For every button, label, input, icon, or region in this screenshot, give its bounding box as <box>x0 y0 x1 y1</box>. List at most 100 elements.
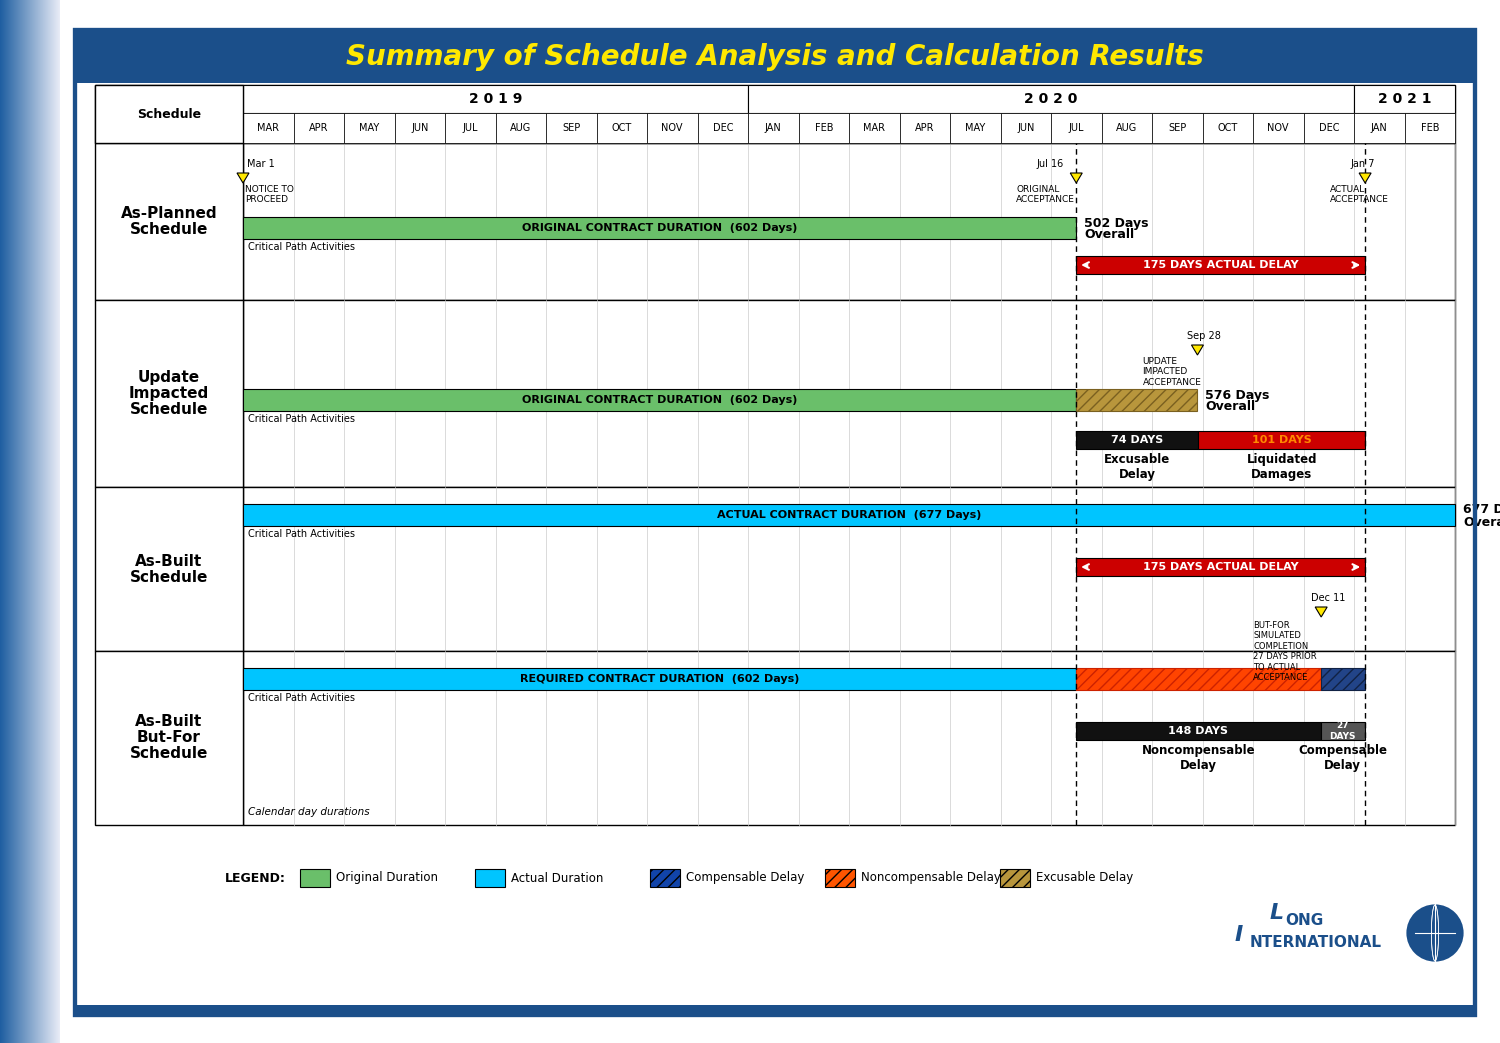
Text: Excusable Delay: Excusable Delay <box>1036 872 1134 884</box>
Text: JAN: JAN <box>765 123 782 134</box>
Text: JAN: JAN <box>1371 123 1388 134</box>
Bar <box>394 113 445 143</box>
Bar <box>243 389 1077 411</box>
Text: 502 Days: 502 Days <box>1084 217 1149 229</box>
Text: BUT-FOR
SIMULATED
COMPLETION
27 DAYS PRIOR
TO ACTUAL
ACCEPTANCE: BUT-FOR SIMULATED COMPLETION 27 DAYS PRI… <box>1252 621 1317 682</box>
Text: Critical Path Activities: Critical Path Activities <box>248 414 356 425</box>
Text: NTERNATIONAL: NTERNATIONAL <box>1250 935 1382 950</box>
Text: 576 Days: 576 Days <box>1206 388 1270 402</box>
Text: Noncompensable Delay: Noncompensable Delay <box>861 872 1000 884</box>
Bar <box>243 217 1077 239</box>
Text: JUL: JUL <box>462 123 478 134</box>
Text: 27
DAYS: 27 DAYS <box>1329 722 1356 741</box>
Bar <box>1304 113 1354 143</box>
Text: OCT: OCT <box>1218 123 1237 134</box>
Bar <box>243 143 1455 300</box>
Bar <box>294 113 344 143</box>
Text: ORIGINAL CONTRACT DURATION  (602 Days): ORIGINAL CONTRACT DURATION (602 Days) <box>522 395 798 405</box>
Text: Critical Path Activities: Critical Path Activities <box>248 529 356 539</box>
Bar <box>698 113 748 143</box>
Text: FEB: FEB <box>1420 123 1438 134</box>
Bar <box>1322 668 1365 690</box>
Text: MAR: MAR <box>258 123 279 134</box>
Bar <box>243 504 1455 526</box>
Bar <box>1354 84 1455 113</box>
Text: Compensable
Delay: Compensable Delay <box>1299 744 1388 772</box>
Bar <box>94 84 243 143</box>
Text: NOV: NOV <box>662 123 682 134</box>
Text: DEC: DEC <box>712 123 734 134</box>
Bar <box>243 300 1455 487</box>
Text: DEC: DEC <box>1318 123 1340 134</box>
Text: Original Duration: Original Duration <box>336 872 438 884</box>
Bar <box>1077 256 1365 274</box>
Text: Liquidated
Damages: Liquidated Damages <box>1246 453 1317 481</box>
Bar <box>1077 558 1365 576</box>
Text: As-Planned: As-Planned <box>120 207 218 221</box>
Text: ORIGINAL
ACCEPTANCE: ORIGINAL ACCEPTANCE <box>1017 185 1076 204</box>
Text: ONG: ONG <box>1286 913 1323 928</box>
Polygon shape <box>237 173 249 183</box>
Text: Critical Path Activities: Critical Path Activities <box>248 242 356 252</box>
Text: UPDATE
IMPACTED
ACCEPTANCE: UPDATE IMPACTED ACCEPTANCE <box>1143 357 1202 387</box>
Text: Noncompensable
Delay: Noncompensable Delay <box>1142 744 1256 772</box>
Bar <box>75 30 1474 83</box>
Bar <box>476 869 506 887</box>
Text: Jul 16: Jul 16 <box>1036 159 1064 169</box>
Bar <box>94 300 243 487</box>
Polygon shape <box>1316 607 1328 617</box>
Text: REQUIRED CONTRACT DURATION  (602 Days): REQUIRED CONTRACT DURATION (602 Days) <box>520 674 800 684</box>
Bar <box>900 113 950 143</box>
Text: FEB: FEB <box>815 123 833 134</box>
Text: Schedule: Schedule <box>130 569 209 584</box>
Text: Calendar day durations: Calendar day durations <box>248 807 369 817</box>
Bar <box>1101 113 1152 143</box>
Text: 148 DAYS: 148 DAYS <box>1168 726 1228 736</box>
Bar <box>825 869 855 887</box>
Text: NOV: NOV <box>1268 123 1288 134</box>
Text: AUG: AUG <box>1116 123 1137 134</box>
Text: NOTICE TO
PROCEED: NOTICE TO PROCEED <box>244 185 294 204</box>
Text: ORIGINAL CONTRACT DURATION  (602 Days): ORIGINAL CONTRACT DURATION (602 Days) <box>522 223 798 233</box>
Bar <box>94 143 243 300</box>
Polygon shape <box>1191 345 1203 355</box>
Text: Schedule: Schedule <box>130 222 209 237</box>
Text: Overall: Overall <box>1206 401 1255 413</box>
Bar <box>1052 113 1101 143</box>
Bar <box>1000 869 1030 887</box>
Text: Sep 28: Sep 28 <box>1188 331 1221 341</box>
Bar <box>94 651 243 825</box>
Bar <box>849 113 900 143</box>
Text: 2 0 2 0: 2 0 2 0 <box>1024 92 1077 106</box>
Text: OCT: OCT <box>612 123 632 134</box>
Bar <box>546 113 597 143</box>
Text: JUL: JUL <box>1068 123 1084 134</box>
Text: LEGEND:: LEGEND: <box>225 872 286 884</box>
Bar <box>950 113 1000 143</box>
Bar <box>243 113 294 143</box>
Bar <box>1152 113 1203 143</box>
Text: Schedule: Schedule <box>136 107 201 121</box>
Text: ACTUAL
ACCEPTANCE: ACTUAL ACCEPTANCE <box>1330 185 1389 204</box>
Text: Update: Update <box>138 370 200 385</box>
Text: Critical Path Activities: Critical Path Activities <box>248 693 356 703</box>
Text: Dec 11: Dec 11 <box>1311 593 1346 603</box>
Bar <box>1404 113 1455 143</box>
Bar <box>1077 389 1197 411</box>
Text: ACTUAL CONTRACT DURATION  (677 Days): ACTUAL CONTRACT DURATION (677 Days) <box>717 510 981 520</box>
Polygon shape <box>1359 173 1371 183</box>
Bar <box>650 869 680 887</box>
Text: SEP: SEP <box>562 123 580 134</box>
Bar <box>446 113 495 143</box>
Text: 677 Days: 677 Days <box>1462 504 1500 516</box>
Text: 2 0 2 1: 2 0 2 1 <box>1377 92 1431 106</box>
Text: APR: APR <box>915 123 934 134</box>
Bar <box>748 84 1354 113</box>
Text: But-For: But-For <box>136 730 201 746</box>
Text: JUN: JUN <box>411 123 429 134</box>
Text: AUG: AUG <box>510 123 531 134</box>
Text: Actual Duration: Actual Duration <box>512 872 603 884</box>
Text: JUN: JUN <box>1017 123 1035 134</box>
Polygon shape <box>1071 173 1083 183</box>
Bar <box>798 113 849 143</box>
